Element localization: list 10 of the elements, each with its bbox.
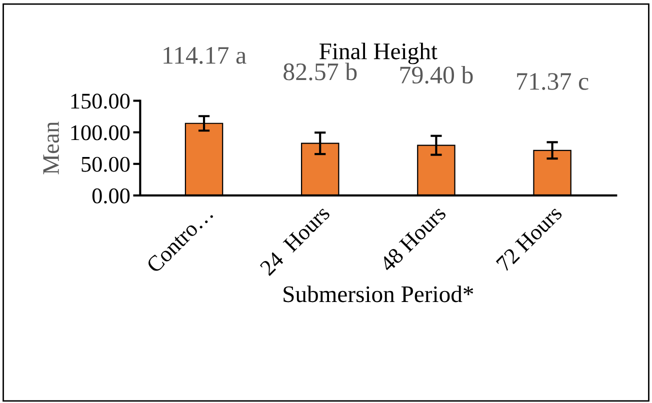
data-label: 71.37 c (517, 73, 588, 90)
data-label: 79.40 b (400, 66, 473, 84)
data-label: 82.57 b (284, 62, 357, 80)
x-axis-title: Submersion Period* (284, 286, 474, 302)
y-tick-label: 100.00 (71, 125, 130, 140)
y-tick-label: 50.00 (82, 156, 130, 172)
data-label: 114.17 a (164, 47, 246, 64)
y-tick-label: 0.00 (92, 188, 130, 204)
y-axis-title: Mean (43, 122, 59, 174)
y-tick-label: 150.00 (71, 94, 130, 109)
